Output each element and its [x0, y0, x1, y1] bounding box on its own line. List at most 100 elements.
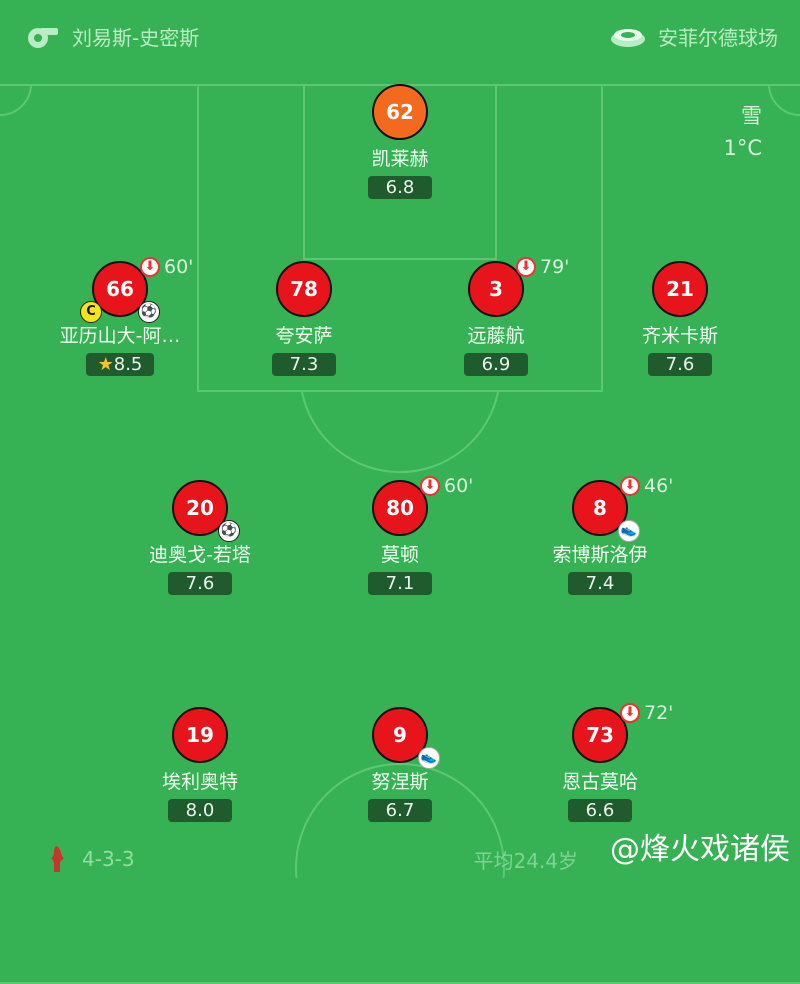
- player-rating: 6.8: [368, 176, 432, 199]
- player-rating: 8.0: [168, 799, 232, 822]
- player-3[interactable]: 3 ⬇ 79' 远藤航 6.9: [406, 257, 586, 376]
- referee: 刘易斯-史密斯: [26, 22, 199, 51]
- player-name: 埃利奥特: [161, 771, 238, 793]
- sub-off-arrow-icon: ⬇: [620, 703, 640, 723]
- rating-value: 8.0: [185, 800, 215, 821]
- player-number: 62: [386, 100, 414, 124]
- rating-value: 6.6: [585, 800, 615, 821]
- player-name: 齐米卡斯: [641, 325, 718, 347]
- player-number: 8: [593, 496, 607, 520]
- rating-value: 7.1: [385, 573, 415, 594]
- sub-minute: 46': [644, 475, 674, 497]
- player-number: 20: [186, 496, 214, 520]
- player-number: 66: [106, 277, 134, 301]
- rating-value: 6.7: [385, 800, 415, 821]
- weather-condition: 雪: [741, 104, 762, 128]
- player-name: 努涅斯: [371, 771, 429, 793]
- player-number-disc: 8 ⬇ 46' 👟: [572, 476, 673, 542]
- substitution: ⬇ 72': [620, 703, 673, 723]
- sub-minute: 60': [164, 256, 194, 278]
- player-number-disc: 19: [172, 707, 228, 763]
- player-9[interactable]: 9 👟 努涅斯 6.7: [310, 707, 490, 822]
- stadium-name: 安菲尔德球场: [658, 26, 778, 50]
- player-name: 亚历山大-阿…: [59, 325, 181, 347]
- player-62[interactable]: 62 凯莱赫 6.8: [310, 84, 490, 199]
- player-number: 21: [666, 277, 694, 301]
- player-number: 73: [586, 723, 614, 747]
- player-rating: ★8.5: [85, 353, 155, 376]
- player-name: 索博斯洛伊: [552, 544, 648, 566]
- player-number-disc: 3 ⬇ 79': [468, 257, 569, 317]
- star-icon: ★: [97, 354, 114, 375]
- player-rating: 7.3: [272, 353, 336, 376]
- liverpool-crest-icon: [51, 846, 64, 872]
- watermark: @烽火戏诸侯: [610, 832, 790, 867]
- player-name: 莫顿: [380, 544, 419, 566]
- whistle-icon: [28, 27, 58, 48]
- player-number-disc: 9 👟: [372, 707, 440, 769]
- sub-minute: 79': [540, 256, 570, 278]
- player-rating: 7.6: [648, 353, 712, 376]
- player-66[interactable]: 66 ⬇ 60' C ⚽ 亚历山大-阿… ★8.5: [30, 257, 210, 376]
- player-rating: 7.4: [568, 572, 632, 595]
- substitution: ⬇ 60': [140, 257, 193, 277]
- player-rating: 6.7: [368, 799, 432, 822]
- player-name: 凯莱赫: [371, 148, 429, 170]
- stadium-icon: [611, 28, 645, 47]
- substitution: ⬇ 46': [620, 476, 673, 496]
- sub-off-arrow-icon: ⬇: [140, 257, 160, 277]
- player-19[interactable]: 19 埃利奥特 8.0: [110, 707, 290, 822]
- weather: 雪 1°C: [723, 100, 762, 164]
- player-number-disc: 62: [372, 84, 428, 140]
- rating-value: 8.5: [113, 354, 143, 375]
- player-number: 19: [186, 723, 214, 747]
- referee-name: 刘易斯-史密斯: [72, 26, 200, 50]
- formation: 4-3-3: [48, 844, 135, 874]
- player-number-disc: 21: [652, 261, 708, 317]
- substitution: ⬇ 79': [516, 257, 569, 277]
- player-rating: 6.9: [464, 353, 528, 376]
- assist-boot-icon: 👟: [618, 520, 640, 542]
- player-number-disc: 80 ⬇ 60': [372, 476, 473, 536]
- player-number: 80: [386, 496, 414, 520]
- player-80[interactable]: 80 ⬇ 60' 莫顿 7.1: [310, 476, 490, 595]
- player-name: 夸安萨: [275, 325, 333, 347]
- player-21[interactable]: 21 齐米卡斯 7.6: [590, 261, 770, 376]
- rating-value: 7.3: [289, 354, 319, 375]
- formation-label: 4-3-3: [82, 847, 135, 871]
- player-name: 迪奥戈-若塔: [149, 544, 251, 566]
- player-rating: 7.1: [368, 572, 432, 595]
- player-number-disc: 78: [276, 261, 332, 317]
- goal-ball-icon: ⚽: [218, 520, 240, 542]
- player-name: 远藤航: [467, 325, 525, 347]
- rating-value: 7.4: [585, 573, 615, 594]
- assist-boot-icon: 👟: [418, 747, 440, 769]
- sub-off-arrow-icon: ⬇: [516, 257, 536, 277]
- player-number-disc: 73 ⬇ 72': [572, 703, 673, 763]
- player-rating: 7.6: [168, 572, 232, 595]
- captain-badge-icon: C: [80, 301, 102, 323]
- player-number: 78: [290, 277, 318, 301]
- player-8[interactable]: 8 ⬇ 46' 👟 索博斯洛伊 7.4: [510, 476, 690, 595]
- rating-value: 7.6: [185, 573, 215, 594]
- sub-minute: 60': [444, 475, 474, 497]
- rating-value: 6.8: [385, 177, 415, 198]
- player-number-disc: 20 ⚽: [172, 480, 240, 542]
- weather-temperature: 1°C: [723, 136, 762, 160]
- rating-value: 6.9: [481, 354, 511, 375]
- goal-ball-icon: ⚽: [138, 301, 160, 323]
- player-number: 3: [489, 277, 503, 301]
- player-78[interactable]: 78 夸安萨 7.3: [214, 261, 394, 376]
- substitution: ⬇ 60': [420, 476, 473, 496]
- stadium: 安菲尔德球场: [610, 22, 778, 51]
- average-age: 平均24.4岁: [473, 849, 578, 873]
- sub-off-arrow-icon: ⬇: [420, 476, 440, 496]
- player-73[interactable]: 73 ⬇ 72' 恩古莫哈 6.6: [510, 703, 690, 822]
- rating-value: 7.6: [665, 354, 695, 375]
- pitch-arcs: [0, 83, 800, 878]
- player-20[interactable]: 20 ⚽ 迪奥戈-若塔 7.6: [110, 480, 290, 595]
- player-rating: 6.6: [568, 799, 632, 822]
- player-number-disc: 66 ⬇ 60' C ⚽: [80, 257, 193, 323]
- sub-off-arrow-icon: ⬇: [620, 476, 640, 496]
- sub-minute: 72': [644, 702, 674, 724]
